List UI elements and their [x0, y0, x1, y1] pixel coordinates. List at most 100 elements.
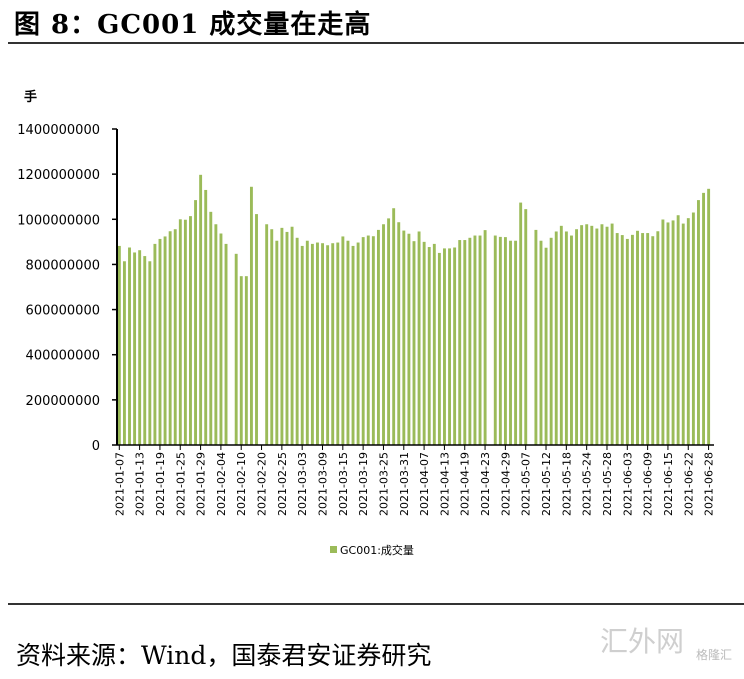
x-tick-label: 2021-06-28	[703, 452, 716, 516]
bar	[651, 236, 655, 445]
bar	[412, 241, 416, 445]
bar	[646, 233, 650, 445]
bar	[290, 226, 294, 445]
x-tick-label: 2021-03-03	[296, 452, 309, 516]
bar	[702, 192, 705, 445]
bar	[239, 276, 243, 445]
bar	[585, 224, 589, 445]
bar	[300, 245, 304, 445]
bar	[686, 218, 690, 445]
bar	[346, 240, 350, 445]
bar	[600, 224, 604, 445]
bar	[341, 236, 345, 445]
bar	[356, 242, 360, 445]
bar	[570, 235, 573, 445]
bar	[336, 242, 340, 445]
bar	[117, 245, 121, 445]
y-tick-label: 1000000000	[17, 213, 100, 228]
legend-swatch	[330, 546, 337, 553]
bar	[437, 252, 441, 445]
source-divider	[8, 603, 744, 605]
legend: GC001:成交量	[330, 543, 414, 557]
x-tick-label: 2021-05-12	[540, 452, 553, 516]
bar	[620, 235, 624, 445]
bar	[590, 225, 594, 445]
bar	[595, 228, 599, 445]
bar	[361, 237, 365, 445]
bar	[448, 248, 451, 445]
bar	[270, 229, 274, 445]
bar	[514, 240, 518, 445]
bar	[559, 225, 563, 445]
bar	[427, 247, 431, 445]
bar	[666, 222, 670, 445]
bar	[133, 252, 137, 445]
bar	[143, 256, 147, 445]
bar	[503, 237, 507, 445]
bar	[519, 202, 523, 445]
bar	[478, 235, 482, 445]
bar	[189, 216, 192, 445]
bar	[214, 224, 218, 445]
bar	[219, 233, 223, 445]
bar	[280, 227, 284, 445]
x-tick-label: 2021-01-07	[113, 452, 126, 516]
bar	[209, 211, 213, 445]
bar	[387, 218, 391, 445]
x-tick-label: 2021-01-13	[134, 452, 147, 516]
bar	[148, 261, 152, 445]
bar	[443, 248, 446, 445]
x-tick-label: 2021-06-09	[642, 452, 655, 516]
bar	[128, 247, 131, 445]
x-tick-label: 2021-03-09	[317, 452, 330, 516]
legend-label: GC001:成交量	[340, 543, 414, 557]
source-note: 资料来源：Wind，国泰君安证券研究	[16, 641, 432, 670]
x-tick-label: 2021-05-28	[601, 452, 614, 516]
y-tick-label: 600000000	[26, 304, 100, 319]
bar	[194, 200, 197, 445]
x-tick-label: 2021-02-10	[235, 452, 248, 516]
x-tick-label: 2021-06-22	[682, 452, 695, 516]
bar	[285, 231, 289, 445]
bar	[321, 243, 324, 445]
bar	[382, 224, 385, 445]
x-tick-label: 2021-03-25	[377, 452, 390, 516]
title-divider	[8, 42, 744, 44]
bar	[204, 189, 208, 445]
bar	[183, 219, 187, 445]
bar	[244, 276, 248, 445]
bar	[615, 233, 619, 445]
bar	[539, 240, 543, 445]
bar	[661, 219, 665, 445]
bar	[178, 219, 182, 445]
bars	[117, 174, 711, 446]
bar	[605, 226, 609, 445]
bar	[295, 237, 299, 445]
bar	[463, 240, 467, 445]
bar	[376, 229, 380, 445]
bar	[163, 236, 167, 445]
bar	[158, 238, 162, 445]
x-tick-label: 2021-05-07	[520, 452, 533, 516]
x-tick-label: 2021-06-15	[662, 452, 675, 516]
x-tick-label: 2021-01-29	[195, 452, 208, 516]
bar	[331, 243, 335, 445]
x-tick-label: 2021-06-03	[621, 452, 634, 516]
bar	[610, 223, 614, 445]
bar	[509, 240, 512, 445]
x-tick-label: 2021-04-19	[459, 452, 472, 516]
bar	[656, 231, 660, 445]
bar	[173, 229, 177, 445]
bar	[168, 231, 172, 445]
bar	[316, 242, 319, 445]
watermark-sub-logo: 格隆汇	[696, 648, 733, 662]
bar	[575, 229, 578, 445]
bar	[392, 208, 396, 445]
x-tick-label: 2021-05-18	[560, 452, 573, 516]
bar	[310, 243, 314, 445]
x-tick-label: 2021-03-19	[357, 452, 370, 516]
bar	[671, 220, 675, 445]
bar	[122, 261, 126, 445]
bar	[625, 238, 629, 445]
